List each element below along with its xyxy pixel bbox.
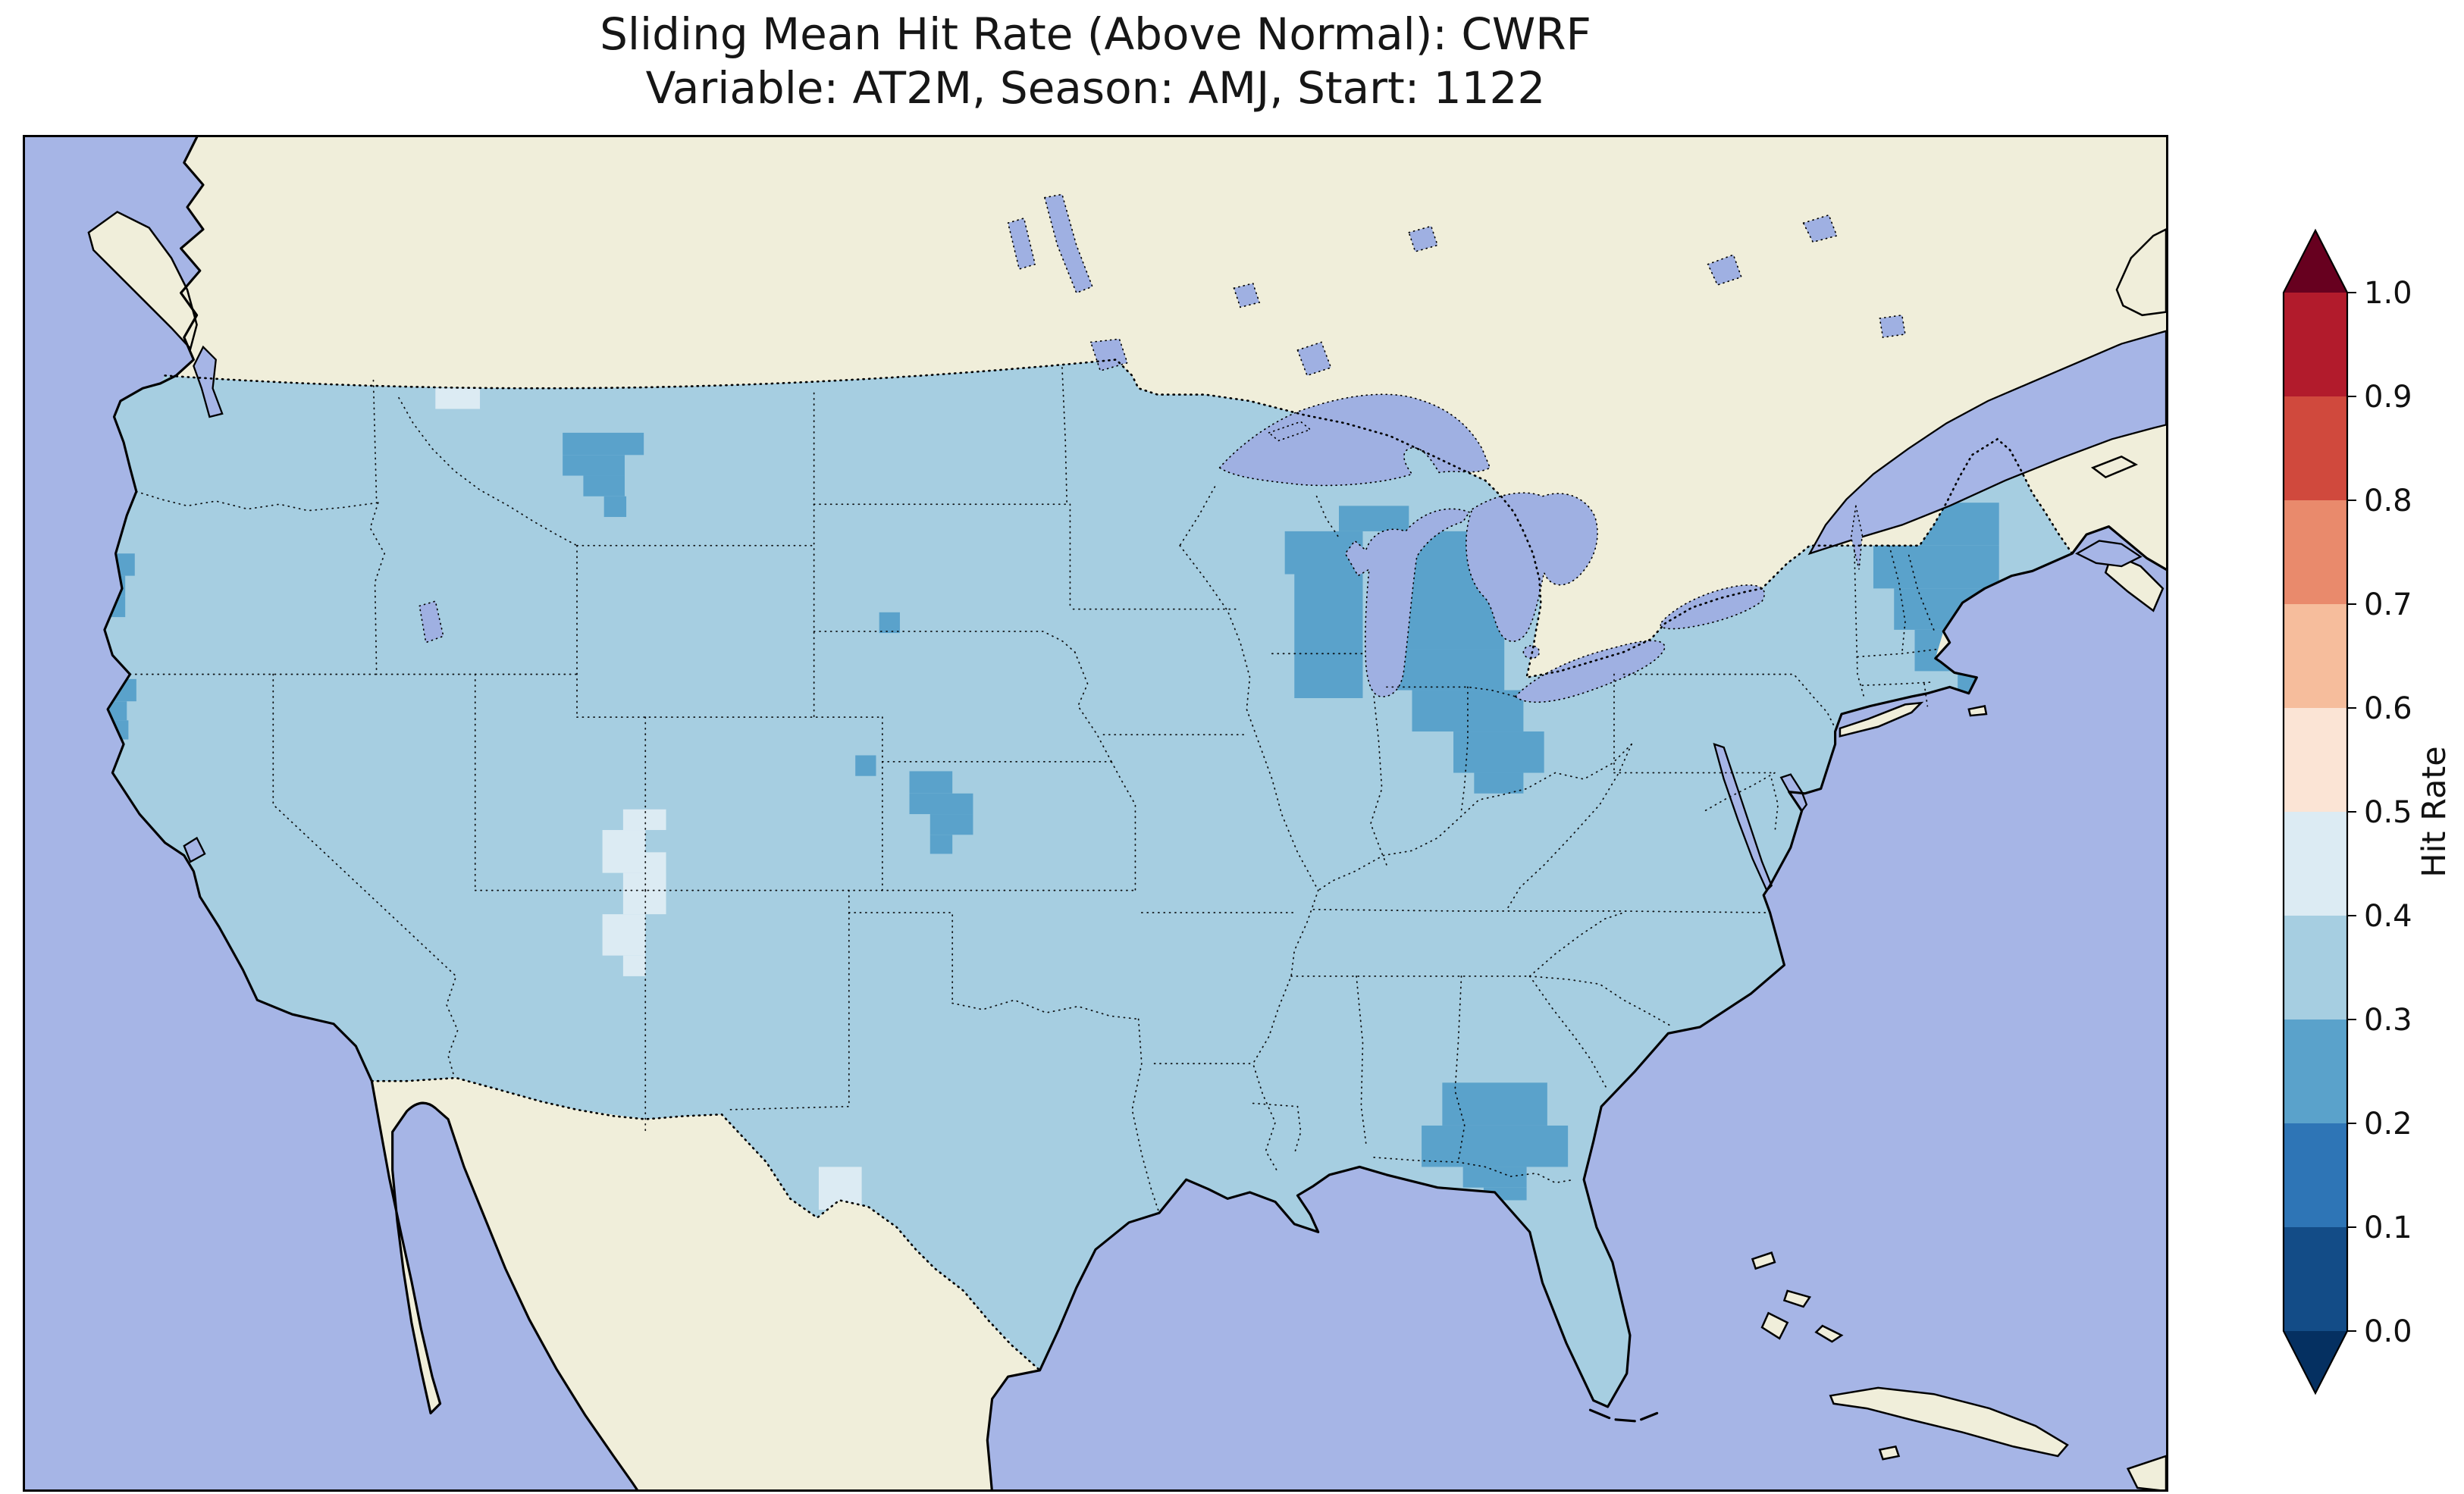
gulf-atlantic-coastline	[986, 525, 2166, 1489]
figure-title-line1: Sliding Mean Hit Rate (Above Normal): CW…	[600, 8, 1591, 60]
svg-text:0.4: 0.4	[2364, 899, 2412, 934]
lake-ontario	[1660, 584, 1766, 630]
svg-text:0.2: 0.2	[2364, 1107, 2412, 1142]
us-mexico-border	[371, 1076, 1041, 1372]
nantucket	[1967, 705, 1988, 717]
lake-manitoba	[1007, 217, 1036, 271]
lake-michigan	[1344, 508, 1471, 697]
prince-edward-island	[2090, 455, 2139, 479]
colorbar-tick-labels: 1.0 0.9 0.8 0.7 0.6 0.5 0.4 0.3 0.2 0.1 0.0	[2347, 276, 2412, 1349]
coastlines	[103, 137, 2166, 1489]
san-francisco-bay	[183, 836, 206, 863]
lake-huron	[1466, 492, 1598, 642]
canada-lake-2	[1802, 214, 1838, 243]
canada-lake-3	[1879, 314, 1906, 339]
puget-sound	[193, 345, 224, 418]
isle-royale	[1268, 421, 1312, 442]
water-overlays	[183, 330, 2166, 892]
us-hit-rate-map	[25, 137, 2166, 1489]
nova-scotia	[2104, 552, 2165, 612]
chesapeake-bay	[1713, 743, 1773, 892]
figure-title: Sliding Mean Hit Rate (Above Normal): CW…	[23, 8, 2168, 115]
lake-nipigon	[1296, 341, 1332, 377]
isla-juventud	[1878, 1445, 1901, 1461]
svg-text:0.1: 0.1	[2364, 1211, 2412, 1245]
vancouver-island	[87, 211, 198, 351]
colorbar-axis-label: Hit Rate	[2415, 746, 2453, 877]
canada-lake-4	[1233, 282, 1261, 309]
svg-text:1.0: 1.0	[2364, 276, 2412, 311]
lakes	[419, 193, 1906, 703]
svg-text:0.3: 0.3	[2364, 1003, 2412, 1038]
hit-rate-patches	[104, 388, 1999, 1369]
gulf-of-st-lawrence	[1807, 330, 2166, 556]
bay-of-fundy	[2075, 540, 2143, 568]
svg-text:0.5: 0.5	[2364, 795, 2412, 830]
cuba	[1829, 1386, 2069, 1458]
us-canada-border	[164, 359, 2074, 679]
svg-text:0.7: 0.7	[2364, 587, 2412, 622]
pacific-coastline	[103, 137, 638, 1489]
bahamas	[1751, 1251, 1844, 1343]
lake-champlain	[1850, 506, 1864, 570]
country-borders	[164, 359, 2074, 1372]
map-panel	[23, 135, 2168, 1492]
us-data-region	[104, 359, 2073, 1407]
canada-lake-5	[1408, 225, 1439, 252]
svg-text:0.0: 0.0	[2364, 1314, 2412, 1349]
svg-text:0.6: 0.6	[2364, 691, 2412, 726]
florida-keys	[1588, 1408, 1659, 1423]
figure-title-line2: Variable: AT2M, Season: AMJ, Start: 1122	[645, 61, 1546, 114]
colorbar: 1.0 0.9 0.8 0.7 0.6 0.5 0.4 0.3 0.2 0.1 0.0 Hit Ra…	[2282, 228, 2453, 1395]
lake-superior	[1218, 393, 1491, 487]
newfoundland	[2115, 228, 2166, 317]
canada-lake-1	[1707, 254, 1742, 286]
hispaniola-edge	[2126, 1455, 2166, 1489]
lake-erie	[1514, 640, 1666, 703]
patches-bin-04-05	[183, 388, 1710, 1369]
islands	[87, 211, 2166, 1489]
long-island	[1839, 701, 1924, 738]
colorbar-extend-triangles	[2284, 230, 2347, 1393]
svg-text:0.8: 0.8	[2364, 484, 2412, 518]
svg-text:0.9: 0.9	[2364, 380, 2412, 415]
state-borders	[129, 367, 1941, 1214]
lake-winnipeg	[1043, 193, 1093, 294]
colorbar-segments	[2284, 293, 2347, 1331]
great-salt-lake	[419, 600, 444, 644]
